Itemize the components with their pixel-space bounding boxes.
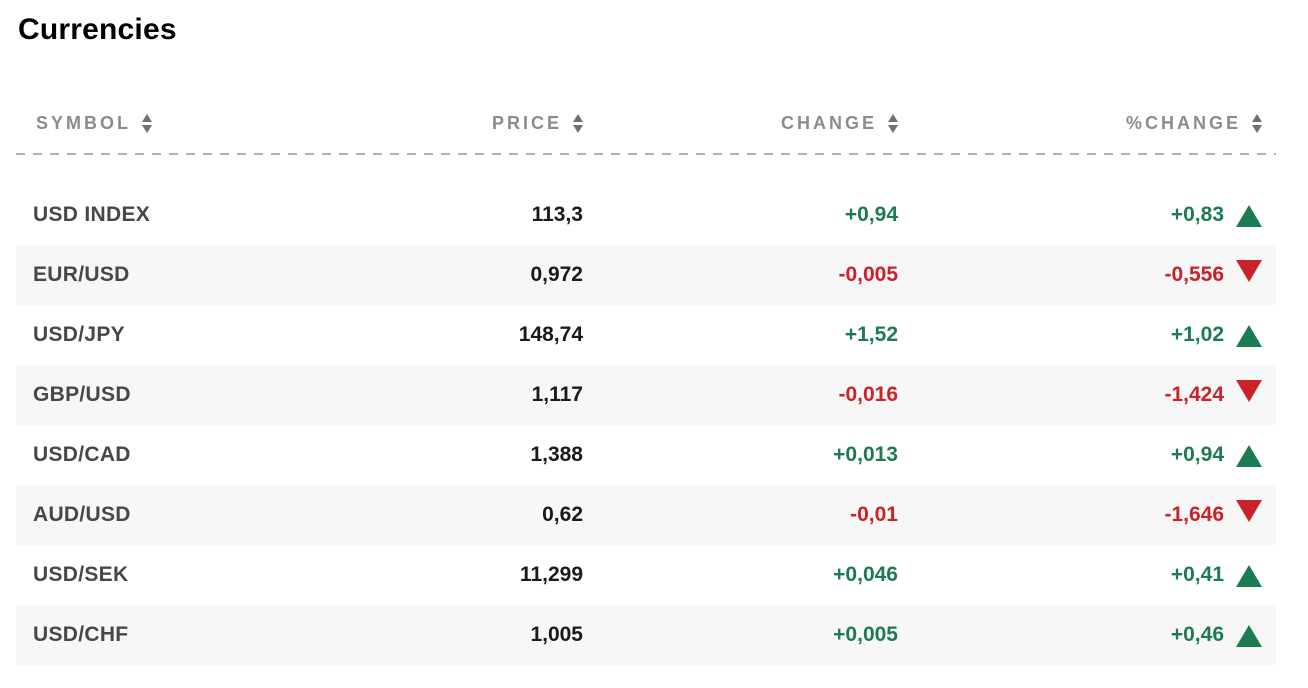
triangle-up-icon <box>1236 325 1262 347</box>
triangle-down-icon <box>1236 500 1262 522</box>
table-row[interactable]: USD/JPY 148,74 +1,52 +1,02 <box>16 305 1276 365</box>
triangle-up-icon <box>1236 565 1262 587</box>
symbol-cell: USD INDEX <box>33 203 151 226</box>
sort-arrows-icon <box>142 113 153 133</box>
page-title: Currencies <box>18 13 177 46</box>
price-cell: 1,005 <box>530 623 583 646</box>
pct-change-cell: +0,83 <box>898 203 1276 227</box>
table-row[interactable]: USD INDEX 113,3 +0,94 +0,83 <box>16 185 1276 245</box>
price-cell: 0,972 <box>530 263 583 286</box>
pct-change-value: +1,02 <box>1170 323 1224 346</box>
pct-change-value: +0,41 <box>1170 563 1224 586</box>
currencies-table: SYMBOL PRICE CHANGE %CHANGE USD INDEX 11… <box>16 110 1276 665</box>
symbol-cell: USD/JPY <box>33 323 125 346</box>
change-cell: +1,52 <box>844 323 898 346</box>
table-header-row: SYMBOL PRICE CHANGE %CHANGE <box>16 110 1276 136</box>
pct-change-cell: +0,94 <box>898 443 1276 467</box>
price-cell: 148,74 <box>518 323 583 346</box>
symbol-cell: AUD/USD <box>33 503 131 526</box>
pct-change-cell: -1,424 <box>898 380 1276 407</box>
symbol-cell: USD/CHF <box>33 623 129 646</box>
pct-change-value: -1,646 <box>1164 503 1224 526</box>
pct-change-cell: +1,02 <box>898 323 1276 347</box>
pct-change-cell: +0,41 <box>898 563 1276 587</box>
triangle-up-icon <box>1236 445 1262 467</box>
pct-change-value: -0,556 <box>1164 263 1224 286</box>
price-cell: 113,3 <box>531 203 583 226</box>
sort-arrows-icon <box>1252 113 1262 133</box>
currencies-widget: Currencies SYMBOL PRICE CHANGE %CHANGE U… <box>16 13 1276 665</box>
triangle-up-icon <box>1236 625 1262 647</box>
change-cell: +0,046 <box>833 563 898 586</box>
column-header-symbol[interactable]: SYMBOL <box>16 113 331 134</box>
pct-change-value: +0,46 <box>1170 623 1224 646</box>
column-header-price-label: PRICE <box>491 112 562 133</box>
change-cell: +0,005 <box>833 623 898 646</box>
header-divider <box>16 153 1276 155</box>
table-row[interactable]: USD/SEK 11,299 +0,046 +0,41 <box>16 545 1276 605</box>
symbol-cell: EUR/USD <box>33 263 130 286</box>
column-header-price[interactable]: PRICE <box>331 113 583 134</box>
symbol-cell: GBP/USD <box>33 383 131 406</box>
table-row[interactable]: EUR/USD 0,972 -0,005 -0,556 <box>16 245 1276 305</box>
column-header-change-label: CHANGE <box>780 112 877 133</box>
change-cell: -0,01 <box>850 503 898 526</box>
symbol-cell: USD/SEK <box>33 563 129 586</box>
triangle-down-icon <box>1236 260 1262 282</box>
change-cell: -0,016 <box>838 383 898 406</box>
change-cell: +0,013 <box>833 443 898 466</box>
triangle-up-icon <box>1236 205 1262 227</box>
table-row[interactable]: GBP/USD 1,117 -0,016 -1,424 <box>16 365 1276 425</box>
pct-change-cell: -1,646 <box>898 500 1276 527</box>
price-cell: 11,299 <box>519 563 583 586</box>
pct-change-cell: -0,556 <box>898 260 1276 287</box>
column-header-change[interactable]: CHANGE <box>583 113 898 134</box>
sort-arrows-icon <box>888 113 898 133</box>
column-header-pct-change-label: %CHANGE <box>1125 112 1241 133</box>
triangle-down-icon <box>1236 380 1262 402</box>
pct-change-cell: +0,46 <box>898 623 1276 647</box>
table-row[interactable]: USD/CHF 1,005 +0,005 +0,46 <box>16 605 1276 665</box>
symbol-cell: USD/CAD <box>33 443 131 466</box>
change-cell: -0,005 <box>838 263 898 286</box>
change-cell: +0,94 <box>844 203 898 226</box>
pct-change-value: +0,83 <box>1170 203 1224 226</box>
column-header-symbol-label: SYMBOL <box>36 112 132 133</box>
column-header-pct-change[interactable]: %CHANGE <box>898 113 1276 134</box>
pct-change-value: -1,424 <box>1164 383 1224 406</box>
price-cell: 1,388 <box>530 443 583 466</box>
price-cell: 0,62 <box>542 503 583 526</box>
pct-change-value: +0,94 <box>1170 443 1224 466</box>
table-body: USD INDEX 113,3 +0,94 +0,83 EUR/USD 0,97… <box>16 185 1276 665</box>
price-cell: 1,117 <box>531 383 583 406</box>
sort-arrows-icon <box>573 113 583 133</box>
table-row[interactable]: AUD/USD 0,62 -0,01 -1,646 <box>16 485 1276 545</box>
table-row[interactable]: USD/CAD 1,388 +0,013 +0,94 <box>16 425 1276 485</box>
